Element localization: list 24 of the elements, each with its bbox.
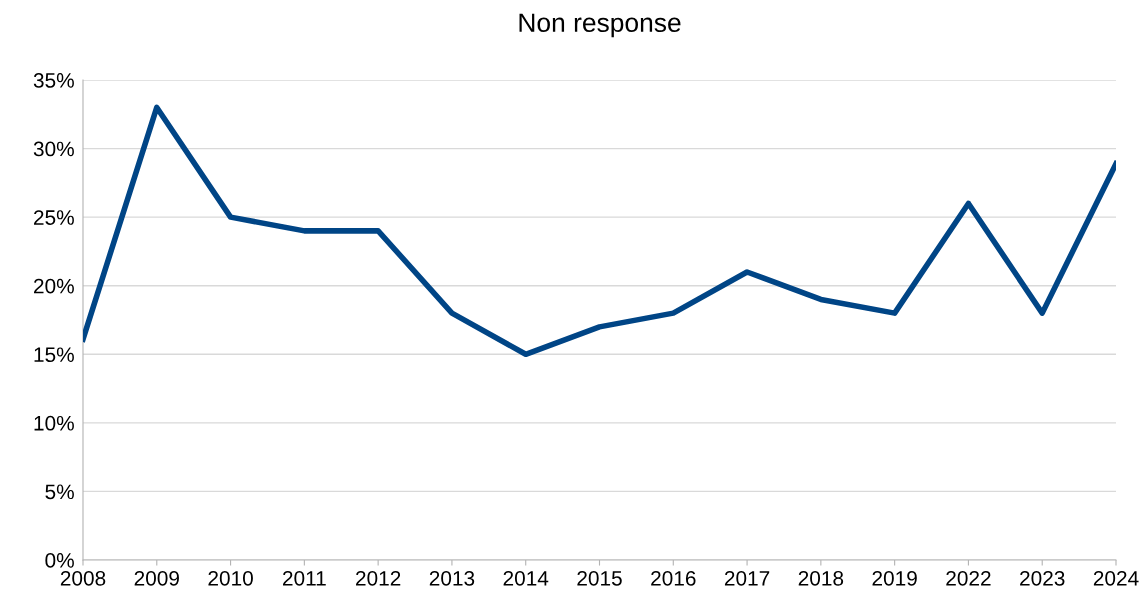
- x-tick-label: 2010: [208, 570, 253, 586]
- x-tick-label: 2015: [577, 570, 622, 586]
- x-tick-label: 2023: [1020, 570, 1065, 586]
- y-tick-label: 35%: [33, 73, 74, 88]
- x-tick-label: 2009: [134, 570, 179, 586]
- x-tick-label: 2011: [283, 570, 326, 586]
- y-tick-label: 10%: [34, 415, 74, 431]
- x-tick-label: 2016: [651, 570, 696, 586]
- x-tick-label: 2008: [60, 570, 106, 586]
- x-tick-label: 2018: [798, 570, 844, 586]
- y-tick-label: 20%: [34, 278, 74, 294]
- y-tick-label: 5%: [45, 484, 74, 500]
- chart-title: Non response: [519, 13, 681, 38]
- x-tick-label: 2022: [946, 570, 991, 586]
- y-tick-label: 25%: [34, 210, 74, 225]
- x-tick-label: 2012: [356, 570, 401, 586]
- y-tick-label: 30%: [33, 141, 74, 157]
- y-tick-label: 0%: [45, 553, 74, 568]
- x-tick-label: 2014: [503, 570, 549, 586]
- y-tick-label: 15%: [34, 347, 74, 363]
- x-tick-label: 2017: [724, 570, 770, 586]
- x-tick-label: 2024: [1093, 570, 1139, 586]
- x-tick-label: 2013: [429, 570, 475, 586]
- x-tick-label: 2019: [872, 570, 917, 586]
